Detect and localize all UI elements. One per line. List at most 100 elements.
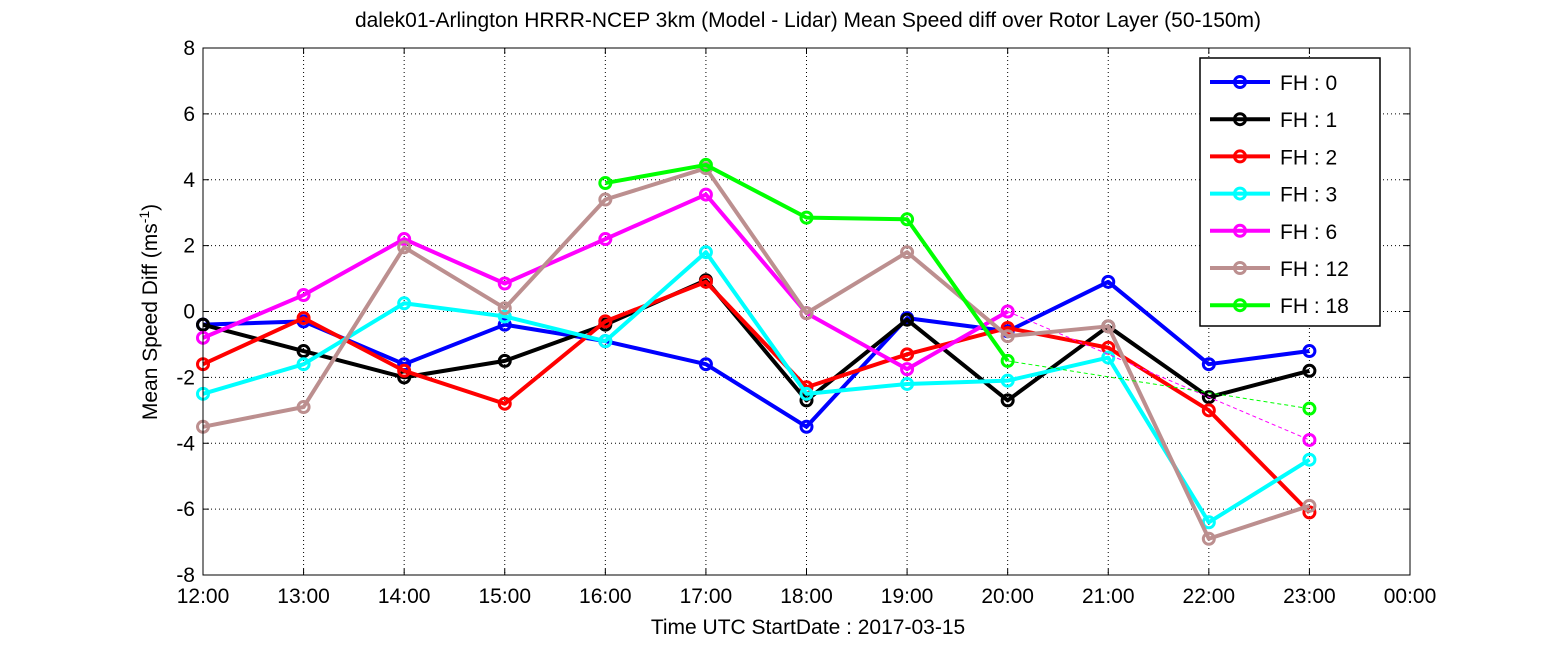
x-tick-label: 17:00 — [680, 585, 733, 608]
data-point-fh-6 — [497, 276, 512, 291]
data-point-fh-3 — [799, 386, 814, 401]
y-axis-label-close: ) — [139, 204, 162, 211]
legend-label-fh-0: FH : 0 — [1280, 72, 1337, 95]
y-tick-label: 2 — [183, 235, 195, 258]
x-tick-label: 00:00 — [1384, 585, 1437, 608]
data-point-fh-2 — [397, 363, 412, 378]
legend-marker-fh-12 — [1233, 261, 1247, 275]
data-point-fh-3 — [698, 245, 713, 260]
data-point-fh-6 — [296, 288, 311, 303]
data-point-fh-3 — [296, 357, 311, 372]
data-point-fh-3 — [900, 376, 915, 391]
data-point-fh-12 — [900, 245, 915, 260]
data-point-fh-18 — [799, 210, 814, 225]
y-tick-label: 4 — [183, 169, 195, 192]
data-point-fh-0 — [1101, 274, 1116, 289]
data-point-fh-0 — [1201, 357, 1216, 372]
y-tick-label: 0 — [183, 301, 195, 324]
x-tick-label: 20:00 — [981, 585, 1034, 608]
data-point-fh-18 — [1302, 401, 1317, 416]
data-point-fh-12 — [799, 306, 814, 321]
x-tick-label: 15:00 — [478, 585, 531, 608]
data-point-fh-2 — [900, 347, 915, 362]
chart-title: dalek01-Arlington HRRR-NCEP 3km (Model -… — [355, 9, 1261, 32]
data-point-fh-6 — [698, 187, 713, 202]
data-point-fh-2 — [1000, 320, 1015, 335]
data-point-fh-6 — [1000, 304, 1015, 319]
x-axis-ticks: 12:00 13:00 14:00 15:00 16:00 17:00 18:00 19:00… — [177, 48, 1437, 608]
legend-box — [1199, 57, 1381, 327]
data-point-fh-1 — [1000, 393, 1015, 408]
legend-label-fh-6: FH : 6 — [1280, 221, 1337, 244]
y-tick-label: -2 — [176, 366, 195, 389]
series-gap-line-fh-6 — [1007, 311, 1310, 441]
data-point-fh-1 — [900, 312, 915, 327]
legend-marker-fh-18 — [1233, 298, 1247, 313]
data-point-fh-1 — [296, 344, 311, 359]
data-point-fh-6 — [1302, 432, 1317, 447]
x-tick-label: 21:00 — [1082, 585, 1135, 608]
data-point-fh-3 — [1302, 452, 1317, 467]
y-tick-label: -6 — [176, 498, 195, 521]
data-point-fh-2 — [1201, 403, 1216, 418]
series-layer — [196, 157, 1317, 546]
series-line-fh-1 — [202, 278, 1310, 403]
data-point-fh-0 — [1302, 344, 1317, 359]
data-point-fh-12 — [296, 400, 311, 415]
series-line-fh-3 — [202, 250, 1311, 525]
data-point-fh-12 — [1302, 498, 1317, 513]
data-point-fh-0 — [799, 419, 814, 434]
legend-marker-fh-6 — [1233, 223, 1247, 238]
x-tick-label: 18:00 — [780, 585, 833, 608]
series-fh-3 — [196, 245, 1317, 530]
data-point-fh-3 — [397, 296, 412, 311]
data-point-fh-18 — [698, 157, 713, 172]
data-point-fh-2 — [497, 396, 512, 411]
series-line-fh-0 — [202, 279, 1310, 429]
y-axis-ticks: 8 6 4 2 0 -2 -4 -6 -8 — [176, 37, 1410, 587]
plot-frame — [202, 47, 1411, 576]
series-fh-12 — [196, 161, 1317, 546]
data-point-fh-18 — [900, 212, 915, 227]
x-axis-label: Time UTC StartDate : 2017-03-15 — [651, 616, 965, 639]
y-axis-label-main: Mean Speed Diff (ms — [139, 223, 162, 420]
x-tick-label: 12:00 — [177, 585, 230, 608]
legend-marker-fh-3 — [1233, 186, 1247, 201]
data-point-fh-6 — [397, 232, 412, 247]
y-axis-label: Mean Speed Diff (ms-1) — [136, 204, 162, 420]
data-point-fh-0 — [698, 357, 713, 372]
series-gap-line-fh-18 — [1007, 360, 1310, 410]
legend-marker-fh-1 — [1233, 112, 1247, 127]
legend-marker-fh-0 — [1233, 75, 1247, 89]
data-point-fh-2 — [296, 311, 311, 326]
series-fh-6 — [196, 187, 1317, 447]
y-axis-label-superscript: -1 — [136, 211, 152, 224]
x-tick-label: 13:00 — [277, 585, 330, 608]
data-point-fh-12 — [397, 240, 412, 255]
data-point-fh-1 — [1302, 363, 1317, 378]
legend-label-fh-3: FH : 3 — [1280, 184, 1337, 207]
legend-marker-fh-2 — [1233, 149, 1247, 164]
data-point-fh-1 — [497, 353, 512, 368]
x-tick-label: 22:00 — [1183, 585, 1236, 608]
legend-label-fh-18: FH : 18 — [1280, 295, 1349, 318]
x-tick-label: 14:00 — [378, 585, 431, 608]
y-tick-label: 6 — [183, 103, 195, 126]
x-tick-label: 19:00 — [881, 585, 934, 608]
data-point-fh-3 — [1201, 515, 1216, 530]
y-tick-label: 8 — [183, 37, 195, 60]
y-tick-label: -8 — [176, 564, 195, 587]
data-point-fh-0 — [497, 317, 512, 332]
data-point-fh-3 — [497, 309, 512, 324]
data-point-fh-18 — [598, 176, 613, 191]
data-point-fh-18 — [1000, 353, 1015, 368]
data-point-fh-12 — [497, 301, 512, 316]
legend: FH : 0 FH : 1 FH : 2 FH : 3 FH : 6 FH : 12 FH … — [1199, 57, 1381, 327]
data-point-fh-12 — [598, 192, 613, 207]
legend-label-fh-1: FH : 1 — [1280, 109, 1337, 132]
data-point-fh-1 — [1201, 390, 1216, 405]
y-tick-label: -4 — [176, 432, 195, 455]
series-fh-18 — [598, 157, 1317, 416]
data-point-fh-6 — [598, 232, 613, 247]
